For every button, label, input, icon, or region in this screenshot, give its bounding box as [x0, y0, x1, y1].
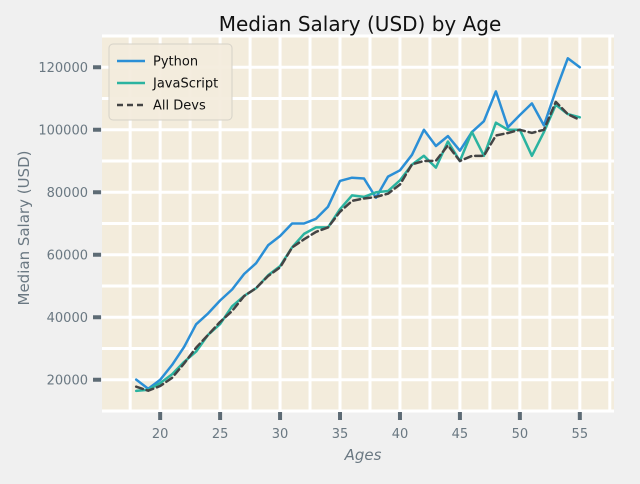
x-tick-label: 55 — [572, 427, 589, 442]
legend-label: All Devs — [153, 99, 206, 114]
x-tick-label: 30 — [272, 427, 289, 442]
x-tick-label: 45 — [452, 427, 469, 442]
y-tick-label: 120000 — [38, 61, 88, 76]
x-tick-label: 35 — [332, 427, 349, 442]
y-tick-label: 40000 — [47, 311, 88, 326]
x-tick-label: 40 — [392, 427, 409, 442]
legend-label: Python — [153, 55, 198, 70]
x-tick-label: 50 — [512, 427, 529, 442]
y-tick-label: 20000 — [47, 373, 88, 388]
legend: Python JavaScript All Devs — [109, 44, 232, 120]
y-tick-label: 100000 — [38, 123, 88, 138]
x-tick-label: 25 — [212, 427, 229, 442]
legend-label: JavaScript — [152, 77, 218, 92]
y-tick-label: 80000 — [47, 186, 88, 201]
x-tick-label: 20 — [152, 427, 169, 442]
y-tick-label: 60000 — [47, 248, 88, 263]
chart-title: Median Salary (USD) by Age — [219, 12, 502, 36]
x-axis-label: Ages — [344, 446, 382, 464]
y-axis-label: Median Salary (USD) — [15, 151, 33, 306]
